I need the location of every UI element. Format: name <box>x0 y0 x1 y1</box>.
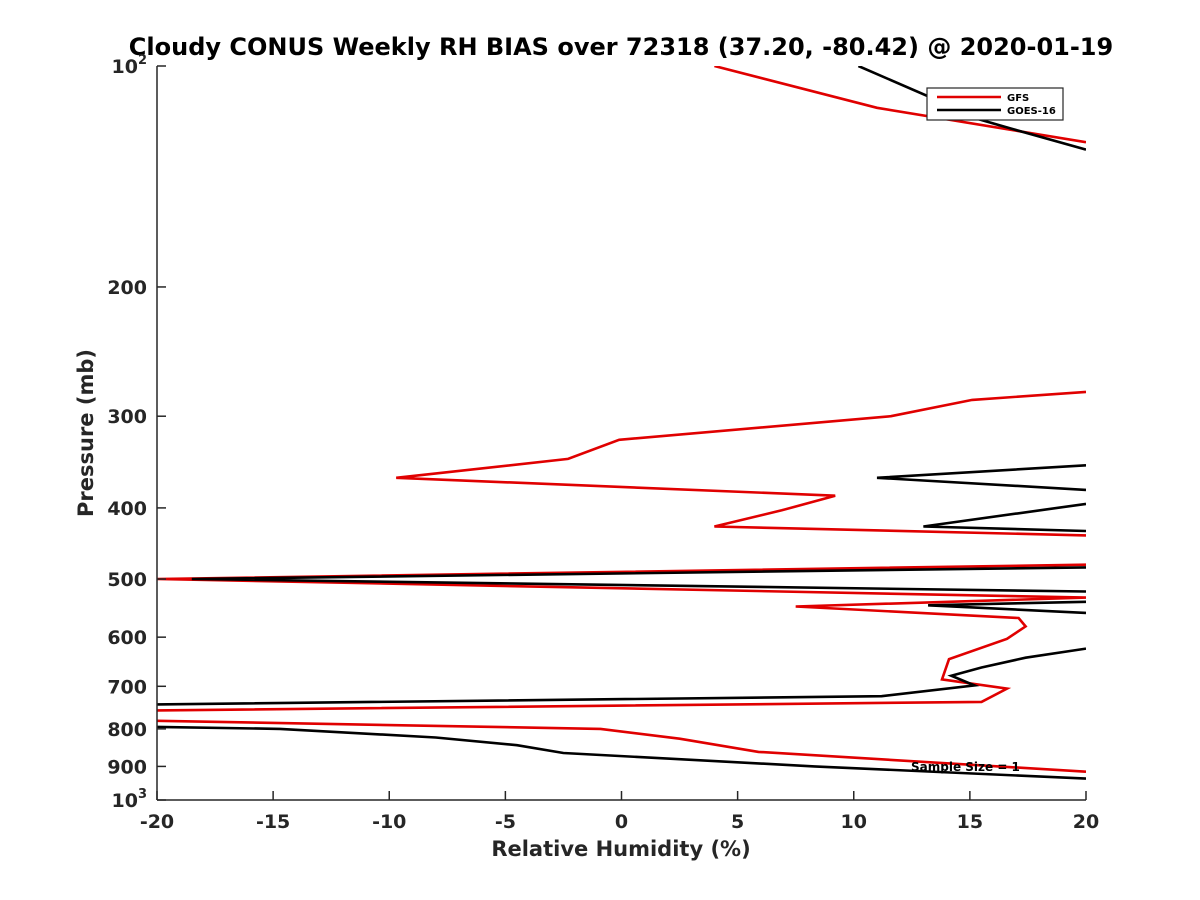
legend-label-gfs: GFS <box>1007 93 1029 104</box>
y-axis-label: Pressure (mb) <box>74 349 98 517</box>
series-line-goes-16-segment-3 <box>923 502 1086 533</box>
chart-title: Cloudy CONUS Weekly RH BIAS over 72318 (… <box>129 33 1113 61</box>
y-tick-label: 700 <box>107 676 147 698</box>
series-line-goes-16-segment-7 <box>157 725 1086 780</box>
series-line-goes-16-segment-5 <box>928 600 1086 615</box>
x-axis-label: Relative Humidity (%) <box>491 837 750 861</box>
legend: GFS GOES-16 <box>926 87 1064 121</box>
series-line-goes-16-segment-2 <box>876 464 1086 492</box>
x-tick-label: -10 <box>372 811 406 833</box>
y-tick-label: 900 <box>107 756 147 778</box>
x-tick-label: -5 <box>495 811 516 833</box>
y-tick-label: 200 <box>107 277 147 299</box>
y-tick-label: 500 <box>107 569 147 591</box>
legend-box <box>926 87 1064 121</box>
y-tick-label: 300 <box>107 406 147 428</box>
series-line-gfs-segment-2 <box>396 390 1086 537</box>
series-line-goes-16-segment-6 <box>157 647 1086 706</box>
y-tick-label: 400 <box>107 498 147 520</box>
y-tick-label: 102 <box>112 53 148 78</box>
x-tick-label: 10 <box>841 811 867 833</box>
y-tick-label: 103 <box>112 787 148 812</box>
x-tick-label: 15 <box>957 811 983 833</box>
y-tick-label: 600 <box>107 627 147 649</box>
x-tick-label: 5 <box>731 811 744 833</box>
x-tick-label: 20 <box>1073 811 1099 833</box>
series-line-goes-16-segment-4 <box>191 566 1086 593</box>
x-tick-label: -15 <box>256 811 290 833</box>
legend-label-goes-16: GOES-16 <box>1007 106 1056 117</box>
ticks: -20 -15 -10 -5 0 5 10 15 20 102 200 300 400 500 600 700… <box>107 53 1099 833</box>
y-tick-label: 800 <box>107 719 147 741</box>
x-tick-label: 0 <box>615 811 628 833</box>
x-tick-label: -20 <box>140 811 174 833</box>
series-line-gfs-segment-4 <box>157 719 1086 773</box>
sample-size-annotation: Sample Size = 1 <box>911 760 1020 774</box>
series-line-gfs-segment-3 <box>157 563 1086 712</box>
